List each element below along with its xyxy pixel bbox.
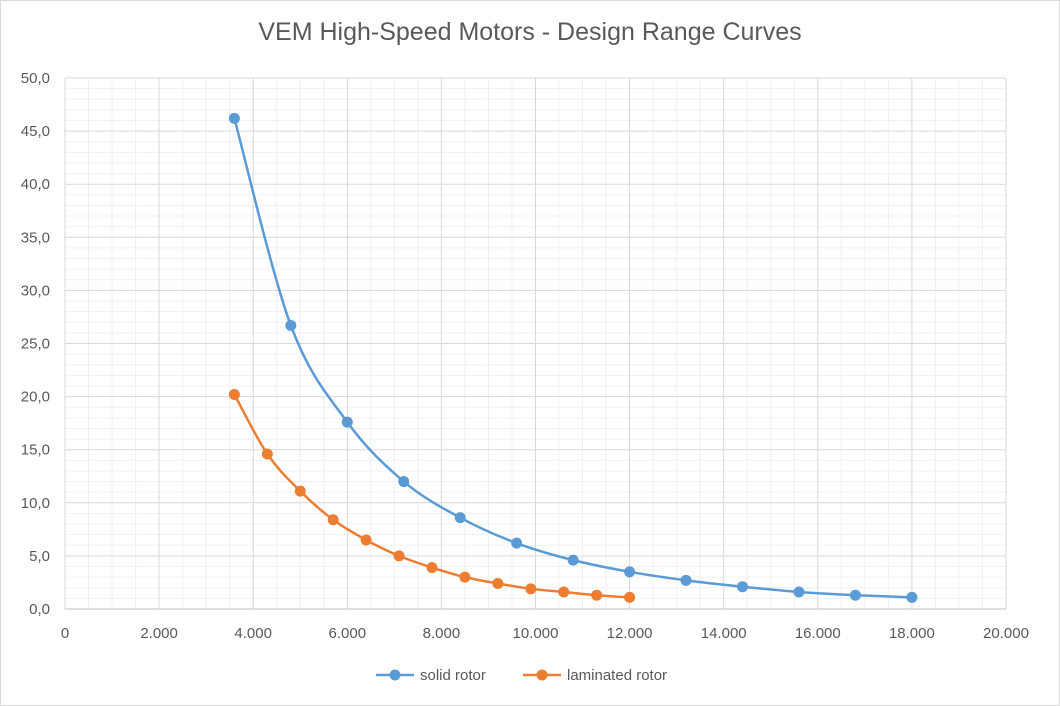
x-tick-labels: 0 2.000 4.000 6.000 8.000 10.000 12.000 14.000 1… bbox=[61, 625, 1029, 642]
data-point-solid-rotor bbox=[849, 589, 861, 601]
data-point-solid-rotor bbox=[454, 512, 466, 524]
data-point-solid-rotor bbox=[398, 476, 410, 488]
x-tick-label: 0 bbox=[61, 625, 69, 642]
data-point-laminated-rotor bbox=[294, 485, 306, 497]
data-point-solid-rotor bbox=[680, 574, 692, 586]
data-point-laminated-rotor bbox=[558, 586, 570, 598]
chart-title: VEM High-Speed Motors - Design Range Cur… bbox=[258, 18, 802, 46]
legend-item-solid-rotor: solid rotor bbox=[376, 667, 486, 684]
major-grid bbox=[65, 77, 1007, 609]
x-tick-label: 6.000 bbox=[329, 625, 367, 642]
data-point-solid-rotor bbox=[511, 537, 523, 549]
y-tick-label: 20,0 bbox=[21, 389, 50, 406]
data-point-solid-rotor bbox=[906, 591, 918, 603]
y-tick-label: 25,0 bbox=[21, 336, 50, 353]
y-tick-label: 40,0 bbox=[21, 176, 50, 193]
data-point-laminated-rotor bbox=[393, 550, 405, 562]
y-tick-label: 5,0 bbox=[29, 548, 50, 565]
data-point-laminated-rotor bbox=[426, 562, 438, 574]
series-line-solid-rotor bbox=[233, 118, 912, 599]
data-point-laminated-rotor bbox=[525, 583, 537, 595]
data-point-solid-rotor bbox=[737, 581, 749, 593]
y-tick-label: 30,0 bbox=[21, 282, 50, 299]
y-tick-label: 15,0 bbox=[21, 442, 50, 459]
data-point-laminated-rotor bbox=[261, 448, 273, 460]
data-point-solid-rotor bbox=[228, 112, 240, 124]
x-tick-label: 10.000 bbox=[513, 625, 559, 642]
y-tick-labels: 0,0 5,0 10,0 15,0 20,0 25,0 30,0 35,0 40,0 45,0 50… bbox=[21, 70, 50, 618]
legend-label-solid-rotor: solid rotor bbox=[420, 667, 486, 684]
legend-label-laminated-rotor: laminated rotor bbox=[567, 667, 667, 684]
legend: solid rotor laminated rotor bbox=[376, 667, 667, 684]
series-laminated-rotor bbox=[228, 388, 636, 603]
data-point-solid-rotor bbox=[285, 319, 297, 331]
data-point-solid-rotor bbox=[341, 416, 353, 428]
legend-item-laminated-rotor: laminated rotor bbox=[523, 667, 667, 684]
x-tick-label: 4.000 bbox=[234, 625, 272, 642]
data-point-solid-rotor bbox=[624, 566, 636, 578]
axes bbox=[64, 78, 1006, 610]
x-tick-label: 2.000 bbox=[140, 625, 178, 642]
y-tick-label: 45,0 bbox=[21, 123, 50, 140]
data-point-laminated-rotor bbox=[591, 589, 603, 601]
data-point-solid-rotor bbox=[793, 586, 805, 598]
legend-marker-laminated-rotor bbox=[536, 669, 548, 681]
y-tick-label: 10,0 bbox=[21, 495, 50, 512]
legend-marker-solid-rotor bbox=[389, 669, 401, 681]
data-point-solid-rotor bbox=[567, 554, 579, 566]
x-tick-label: 16.000 bbox=[795, 625, 841, 642]
y-tick-label: 35,0 bbox=[21, 229, 50, 246]
y-tick-label: 0,0 bbox=[29, 601, 50, 618]
y-tick-label: 50,0 bbox=[21, 70, 50, 87]
x-tick-label: 12.000 bbox=[607, 625, 653, 642]
x-tick-label: 8.000 bbox=[423, 625, 461, 642]
x-tick-label: 18.000 bbox=[889, 625, 935, 642]
data-point-laminated-rotor bbox=[624, 591, 636, 603]
series-solid-rotor bbox=[228, 112, 918, 603]
data-point-laminated-rotor bbox=[228, 388, 240, 400]
x-tick-label: 14.000 bbox=[701, 625, 747, 642]
data-point-laminated-rotor bbox=[360, 534, 372, 546]
data-point-laminated-rotor bbox=[492, 578, 504, 590]
data-point-laminated-rotor bbox=[327, 514, 339, 526]
series-layer bbox=[228, 112, 918, 603]
data-point-laminated-rotor bbox=[459, 571, 471, 583]
x-tick-label: 20.000 bbox=[983, 625, 1029, 642]
